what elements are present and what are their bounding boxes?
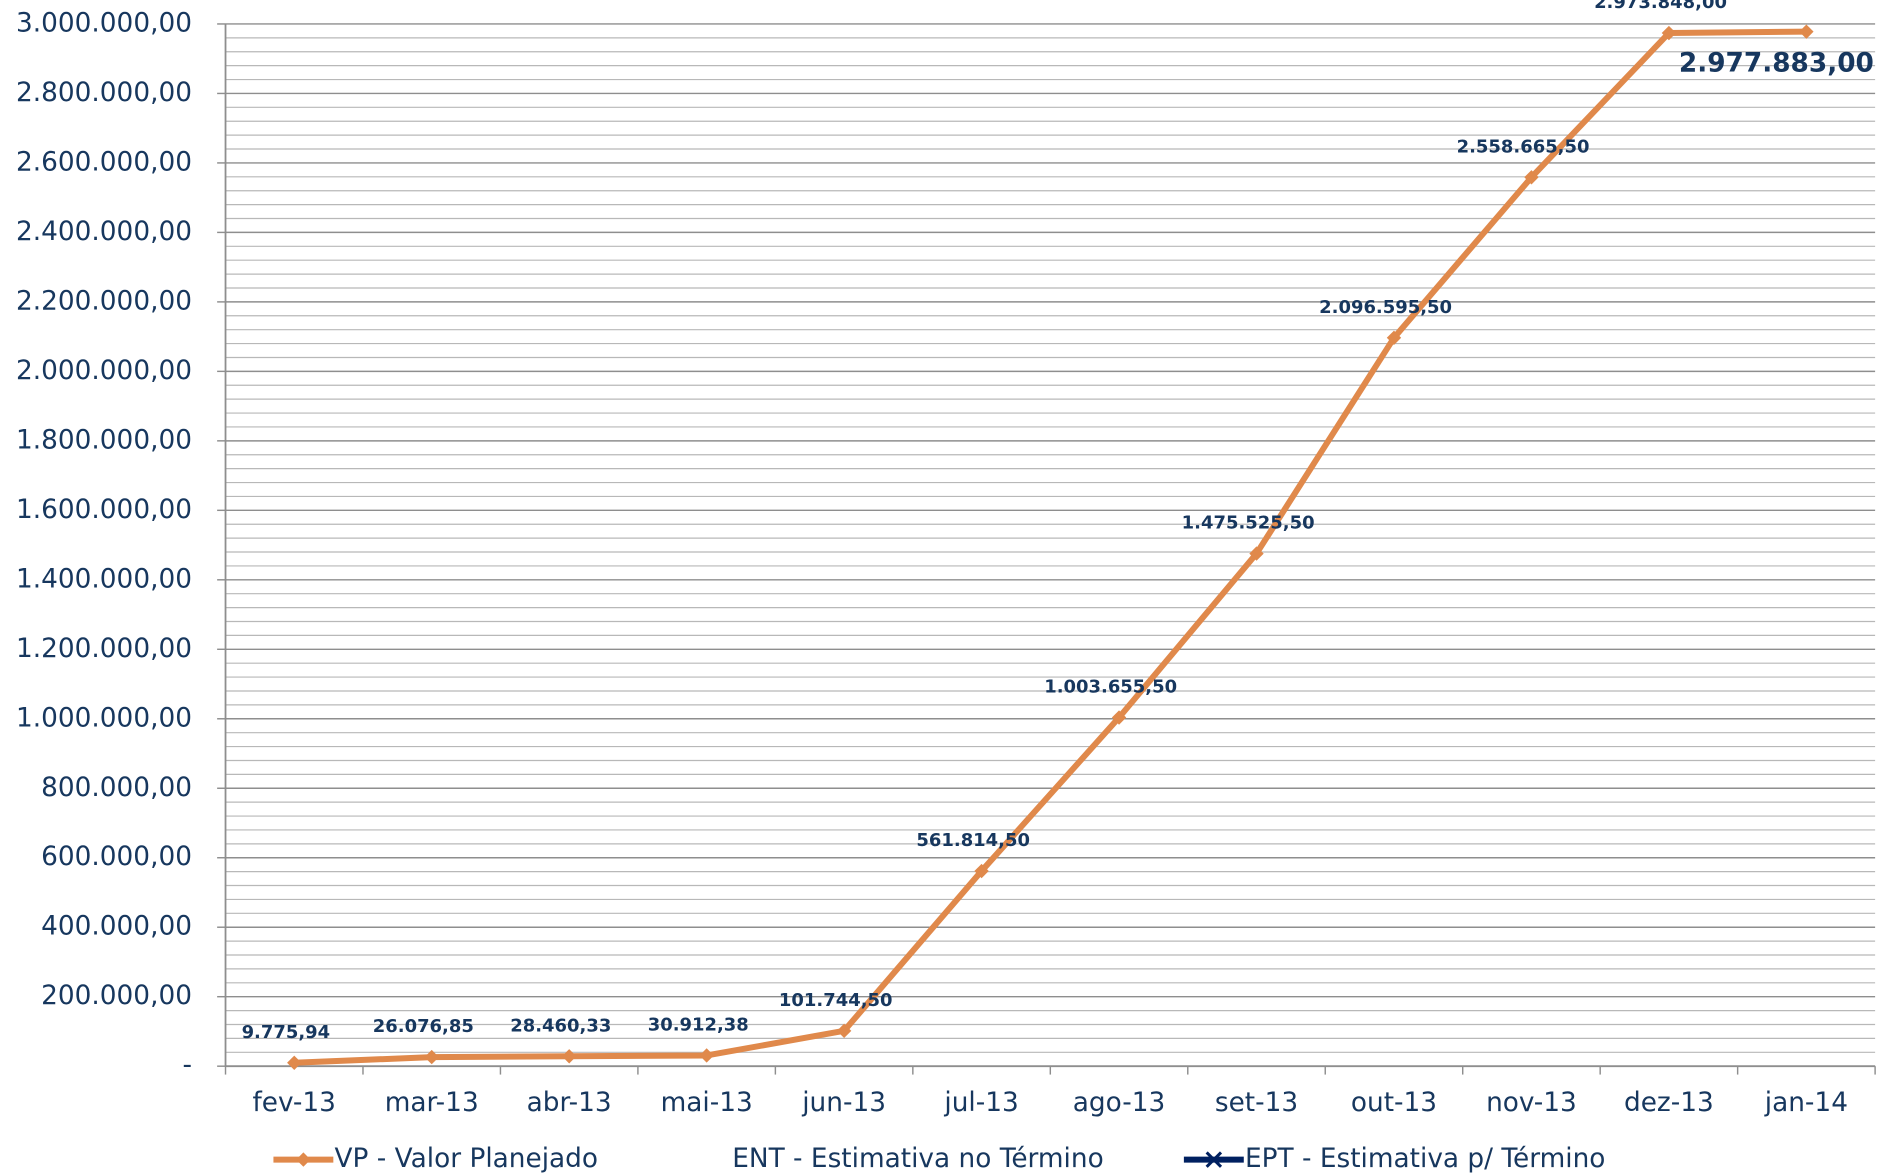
- data-label: 2.977.883,00: [1679, 48, 1874, 78]
- x-tick-label: dez-13: [1624, 1088, 1714, 1118]
- data-label: 30.912,38: [648, 1014, 749, 1035]
- data-label: 28.460,33: [510, 1015, 611, 1036]
- series-line: [294, 28, 1807, 1066]
- data-label: 1.003.655,50: [1044, 677, 1177, 698]
- data-point: [699, 1048, 714, 1063]
- data-point: [287, 1055, 302, 1070]
- y-tick-label: 1.800.000,00: [16, 425, 192, 455]
- y-tick-label: -: [182, 1051, 192, 1081]
- y-tick-label: 1.000.000,00: [16, 703, 192, 733]
- data-point: [974, 863, 989, 879]
- data-label: 9.775,94: [242, 1022, 331, 1043]
- x-tick-label: jan-14: [1764, 1088, 1848, 1118]
- y-tick-label: 2.200.000,00: [16, 286, 192, 316]
- y-tick-label: 200.000,00: [41, 981, 192, 1011]
- data-label: 2.558.665,50: [1457, 136, 1590, 157]
- y-tick-label: 400.000,00: [41, 912, 192, 942]
- x-tick-label: jul-13: [943, 1088, 1018, 1118]
- y-tick-label: 2.000.000,00: [16, 356, 192, 386]
- x-tick-label: mai-13: [661, 1088, 753, 1118]
- data-label: 101.744,50: [779, 990, 893, 1011]
- data-label: 26.076,85: [373, 1016, 474, 1037]
- x-tick-label: abr-13: [527, 1088, 612, 1118]
- y-tick-label: 3.000.000,00: [16, 8, 192, 38]
- data-label: 1.475.525,50: [1182, 513, 1315, 534]
- x-tick-label: mar-13: [385, 1088, 479, 1118]
- y-tick-label: 2.400.000,00: [16, 217, 192, 247]
- legend-marker: [1205, 1151, 1223, 1168]
- y-tick-label: 1.200.000,00: [16, 634, 192, 664]
- data-point: [1524, 170, 1539, 185]
- data-point: [561, 1049, 577, 1064]
- y-tick-label: 600.000,00: [41, 842, 192, 872]
- x-tick-label: fev-13: [253, 1088, 336, 1118]
- x-tick-label: ago-13: [1073, 1088, 1166, 1118]
- x-tick-label: jun-13: [801, 1088, 886, 1118]
- data-point: [1386, 330, 1402, 345]
- x-tick-label: set-13: [1215, 1088, 1298, 1118]
- data-label: 2.973.848,00: [1594, 0, 1727, 13]
- data-point: [836, 1023, 852, 1039]
- legend-marker: [296, 1152, 311, 1167]
- x-tick-label: out-13: [1351, 1088, 1437, 1118]
- x-tick-label: nov-13: [1486, 1088, 1577, 1118]
- data-point: [1799, 24, 1814, 39]
- legend-label: EPT - Estimativa p/ Término: [1245, 1144, 1605, 1174]
- y-tick-label: 2.600.000,00: [16, 147, 192, 177]
- y-tick-label: 800.000,00: [41, 773, 192, 803]
- legend-label: VP - Valor Planejado: [335, 1144, 598, 1174]
- y-tick-label: 2.800.000,00: [16, 78, 192, 108]
- legend-label: ENT - Estimativa no Término: [732, 1144, 1103, 1174]
- data-label: 2.096.595,50: [1319, 297, 1452, 318]
- y-tick-label: 1.600.000,00: [16, 495, 192, 525]
- y-tick-label: 1.400.000,00: [16, 564, 192, 594]
- data-label: 561.814,50: [916, 830, 1030, 851]
